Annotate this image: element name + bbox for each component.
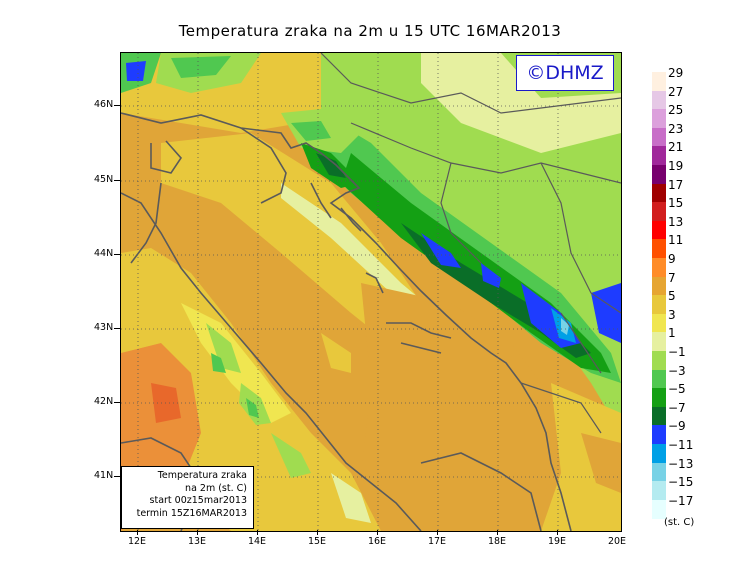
legend-swatch: [652, 276, 666, 296]
legend-label: −15: [668, 475, 694, 490]
legend-label: −17: [668, 493, 694, 508]
legend-swatch: [652, 481, 666, 501]
lon-tick: [137, 530, 138, 535]
lon-label-19e: 19E: [547, 536, 567, 547]
legend-swatch: [652, 202, 666, 222]
legend-swatch: [652, 239, 666, 259]
lat-label-45n: 45N: [94, 174, 114, 185]
dhmz-watermark: ©DHMZ: [516, 55, 614, 91]
legend-swatch: [652, 109, 666, 129]
legend-label: 5: [668, 289, 676, 304]
lon-tick: [197, 530, 198, 535]
legend-label: −13: [668, 456, 694, 471]
lat-label-44n: 44N: [94, 248, 114, 259]
legend-swatch: [652, 425, 666, 445]
info-box: Temperatura zraka na 2m (st. C) start 00…: [121, 466, 254, 529]
legend-swatch: [652, 127, 666, 147]
info-line-2: na 2m (st. C): [185, 482, 247, 494]
legend-label: 13: [668, 214, 684, 229]
legend-swatch: [652, 332, 666, 352]
legend-swatch: [652, 183, 666, 203]
legend-label: 11: [668, 233, 684, 248]
legend-label: 3: [668, 307, 676, 322]
lon-tick: [437, 530, 438, 535]
legend-label: 7: [668, 270, 676, 285]
lon-label-13e: 13E: [187, 536, 207, 547]
legend-label: 23: [668, 121, 684, 136]
legend-swatch: [652, 499, 666, 519]
legend-label: 21: [668, 140, 684, 155]
lat-tick: [114, 180, 120, 181]
lat-tick: [114, 105, 120, 106]
info-line-1: Temperatura zraka: [157, 470, 247, 481]
legend-label: −7: [668, 400, 686, 415]
lon-label-12e: 12E: [127, 536, 147, 547]
legend-label: −1: [668, 345, 686, 359]
temperature-map: [120, 52, 622, 532]
lat-label-42n: 42N: [94, 396, 114, 407]
lat-label-43n: 43N: [94, 322, 114, 333]
legend-label: 25: [668, 103, 684, 118]
legend-swatch: [652, 313, 666, 333]
lat-tick: [114, 476, 120, 477]
lat-tick: [114, 328, 120, 329]
lon-tick: [557, 530, 558, 535]
legend-swatch: [652, 90, 666, 110]
lat-label-41n: 41N: [94, 470, 114, 481]
lat-label-46n: 46N: [94, 99, 114, 110]
legend-label: 29: [668, 66, 684, 80]
legend-swatch: [652, 220, 666, 240]
legend-swatch: [652, 462, 666, 482]
lon-label-16e: 16E: [367, 536, 387, 547]
legend-label: −5: [668, 382, 686, 397]
legend-label: 27: [668, 84, 684, 99]
legend-swatch: [652, 258, 666, 278]
legend-swatch: [652, 72, 666, 92]
legend-swatch: [652, 444, 666, 464]
legend-swatch: [652, 146, 666, 166]
lon-label-18e: 18E: [487, 536, 507, 547]
legend-label: 15: [668, 196, 684, 211]
legend-label: 1: [668, 326, 676, 341]
legend-label: 19: [668, 159, 684, 173]
legend-swatch: [652, 351, 666, 371]
legend-label: −3: [668, 363, 686, 378]
lon-tick: [497, 530, 498, 535]
legend-swatch: [652, 369, 666, 389]
legend-swatch: [652, 165, 666, 185]
lon-tick: [377, 530, 378, 535]
legend-swatch: [652, 406, 666, 426]
lon-label-20e: 20E: [607, 536, 627, 547]
lon-label-14e: 14E: [247, 536, 267, 547]
legend-swatch: [652, 295, 666, 315]
legend-label: −9: [668, 419, 686, 434]
legend-label: 9: [668, 252, 676, 266]
legend-unit: (st. C): [664, 517, 695, 528]
legend-swatch: [652, 388, 666, 408]
map-title: Temperatura zraka na 2m u 15 UTC 16MAR20…: [178, 22, 562, 40]
lon-label-17e: 17E: [427, 536, 447, 547]
lon-label-15e: 15E: [307, 536, 327, 547]
info-line-3: start 00z15mar2013: [149, 495, 247, 506]
lon-tick: [317, 530, 318, 535]
lat-tick: [114, 254, 120, 255]
temperature-field: [121, 53, 621, 531]
lat-tick: [114, 402, 120, 403]
legend-label: −11: [668, 438, 694, 452]
legend-label: 17: [668, 177, 684, 192]
lon-tick: [257, 530, 258, 535]
info-line-4: termin 15Z16MAR2013: [136, 507, 247, 519]
